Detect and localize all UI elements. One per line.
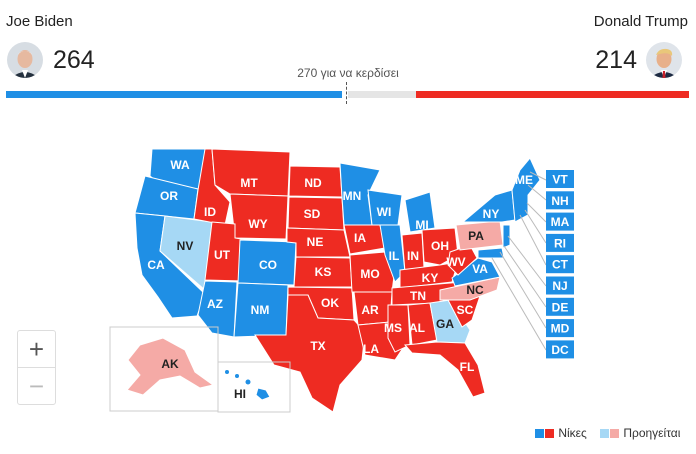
small-state-box-CT[interactable]	[546, 255, 574, 274]
label-KY: KY	[422, 271, 439, 285]
label-MT: MT	[240, 176, 258, 190]
label-WA: WA	[170, 158, 190, 172]
label-OH: OH	[431, 239, 449, 253]
label-MS: MS	[384, 321, 402, 335]
state-AK[interactable]	[126, 337, 215, 396]
label-CO: CO	[259, 258, 277, 272]
state-FL[interactable]	[403, 341, 486, 398]
trump-avatar	[646, 42, 682, 78]
legend-win: Νίκες	[535, 426, 587, 440]
label-TX: TX	[310, 339, 325, 353]
small-state-connectors	[491, 171, 547, 351]
label-NY: NY	[483, 207, 500, 221]
win-threshold-label: 270 για να κερδίσει	[297, 66, 399, 80]
state-TX[interactable]	[254, 294, 366, 413]
state-HI[interactable]	[255, 387, 271, 401]
label-MI: MI	[415, 218, 428, 232]
hawaii-island-maui	[245, 379, 251, 385]
state-WY[interactable]	[229, 193, 289, 240]
zoom-in-button[interactable]: +	[28, 334, 45, 364]
hawaii-inset-frame	[217, 361, 291, 413]
label-ME: ME	[515, 173, 533, 187]
small-state-label-VT: VT	[552, 173, 568, 187]
label-SD: SD	[304, 207, 321, 221]
small-state-label-MA: MA	[551, 215, 570, 229]
label-IL: IL	[389, 249, 400, 263]
threshold-marker	[346, 82, 347, 104]
legend-lead-label: Προηγείται	[623, 426, 681, 440]
biden-electoral-votes: 264	[53, 46, 95, 74]
label-OR: OR	[160, 189, 178, 203]
legend-rep-win-swatch	[545, 429, 554, 438]
label-NC: NC	[466, 283, 484, 297]
label-WY: WY	[248, 217, 267, 231]
candidate-left-name: Joe Biden	[6, 13, 73, 30]
undecided-vote-bar	[348, 91, 416, 98]
small-state-box-MD[interactable]	[546, 319, 574, 338]
label-OK: OK	[321, 296, 339, 310]
label-WI: WI	[377, 205, 392, 219]
small-state-box-NJ[interactable]	[546, 276, 574, 295]
small-state-box-NH[interactable]	[546, 191, 574, 210]
label-MN: MN	[343, 189, 362, 203]
small-state-box-RI[interactable]	[546, 233, 574, 252]
legend-lead: Προηγείται	[600, 426, 680, 440]
zoom-out-button[interactable]: −	[18, 367, 55, 404]
state-AZ[interactable]	[197, 280, 238, 338]
label-ID: ID	[204, 205, 216, 219]
legend-dem-win-swatch	[535, 429, 544, 438]
small-state-label-CT: CT	[552, 258, 569, 272]
small-state-label-DC: DC	[551, 343, 569, 357]
small-state-label-DE: DE	[552, 300, 569, 314]
biden-vote-bar	[6, 91, 342, 98]
trump-vote-bar	[416, 91, 689, 98]
label-CA: CA	[147, 258, 165, 272]
small-state-label-MD: MD	[551, 322, 570, 336]
small-state-box-VT[interactable]	[546, 170, 574, 188]
label-KS: KS	[315, 265, 332, 279]
label-NV: NV	[177, 239, 194, 253]
small-state-box-DC[interactable]	[546, 340, 574, 359]
legend-win-label: Νίκες	[558, 426, 587, 440]
label-LA: LA	[363, 342, 379, 356]
label-TN: TN	[410, 289, 426, 303]
state-MS[interactable]	[387, 304, 411, 353]
label-GA: GA	[436, 317, 454, 331]
small-state-box-MA[interactable]	[546, 212, 574, 231]
hawaii-island-kauai	[225, 370, 229, 374]
candidate-right-name: Donald Trump	[593, 13, 688, 30]
small-state-label-RI: RI	[554, 236, 566, 250]
small-state-label-NH: NH	[551, 194, 568, 208]
label-PA: PA	[468, 229, 484, 243]
label-AL: AL	[409, 321, 425, 335]
label-ND: ND	[304, 176, 322, 190]
state-MI[interactable]	[404, 191, 436, 233]
label-MO: MO	[360, 267, 379, 281]
label-NE: NE	[307, 235, 324, 249]
legend-rep-lead-swatch	[610, 429, 619, 438]
zoom-control: + −	[17, 330, 56, 405]
label-AK: AK	[161, 357, 179, 371]
small-state-boxes: VT NH MA RI CT NJ DE MD DC	[546, 170, 574, 359]
label-WV: WV	[446, 255, 465, 269]
state-NJ[interactable]	[502, 224, 511, 249]
label-IA: IA	[354, 231, 366, 245]
biden-avatar	[7, 42, 43, 78]
label-AR: AR	[361, 303, 379, 317]
label-AZ: AZ	[207, 297, 223, 311]
hawaii-island-oahu	[235, 374, 239, 378]
label-VA: VA	[472, 262, 488, 276]
state-MO[interactable]	[349, 251, 396, 293]
small-state-box-DE[interactable]	[546, 297, 574, 316]
label-NM: NM	[251, 303, 270, 317]
label-IN: IN	[407, 249, 419, 263]
small-state-label-NJ: NJ	[552, 279, 567, 293]
legend-dem-lead-swatch	[600, 429, 609, 438]
label-FL: FL	[460, 360, 475, 374]
label-UT: UT	[214, 248, 231, 262]
label-HI: HI	[234, 387, 246, 401]
label-SC: SC	[457, 303, 474, 317]
trump-electoral-votes: 214	[595, 46, 637, 74]
